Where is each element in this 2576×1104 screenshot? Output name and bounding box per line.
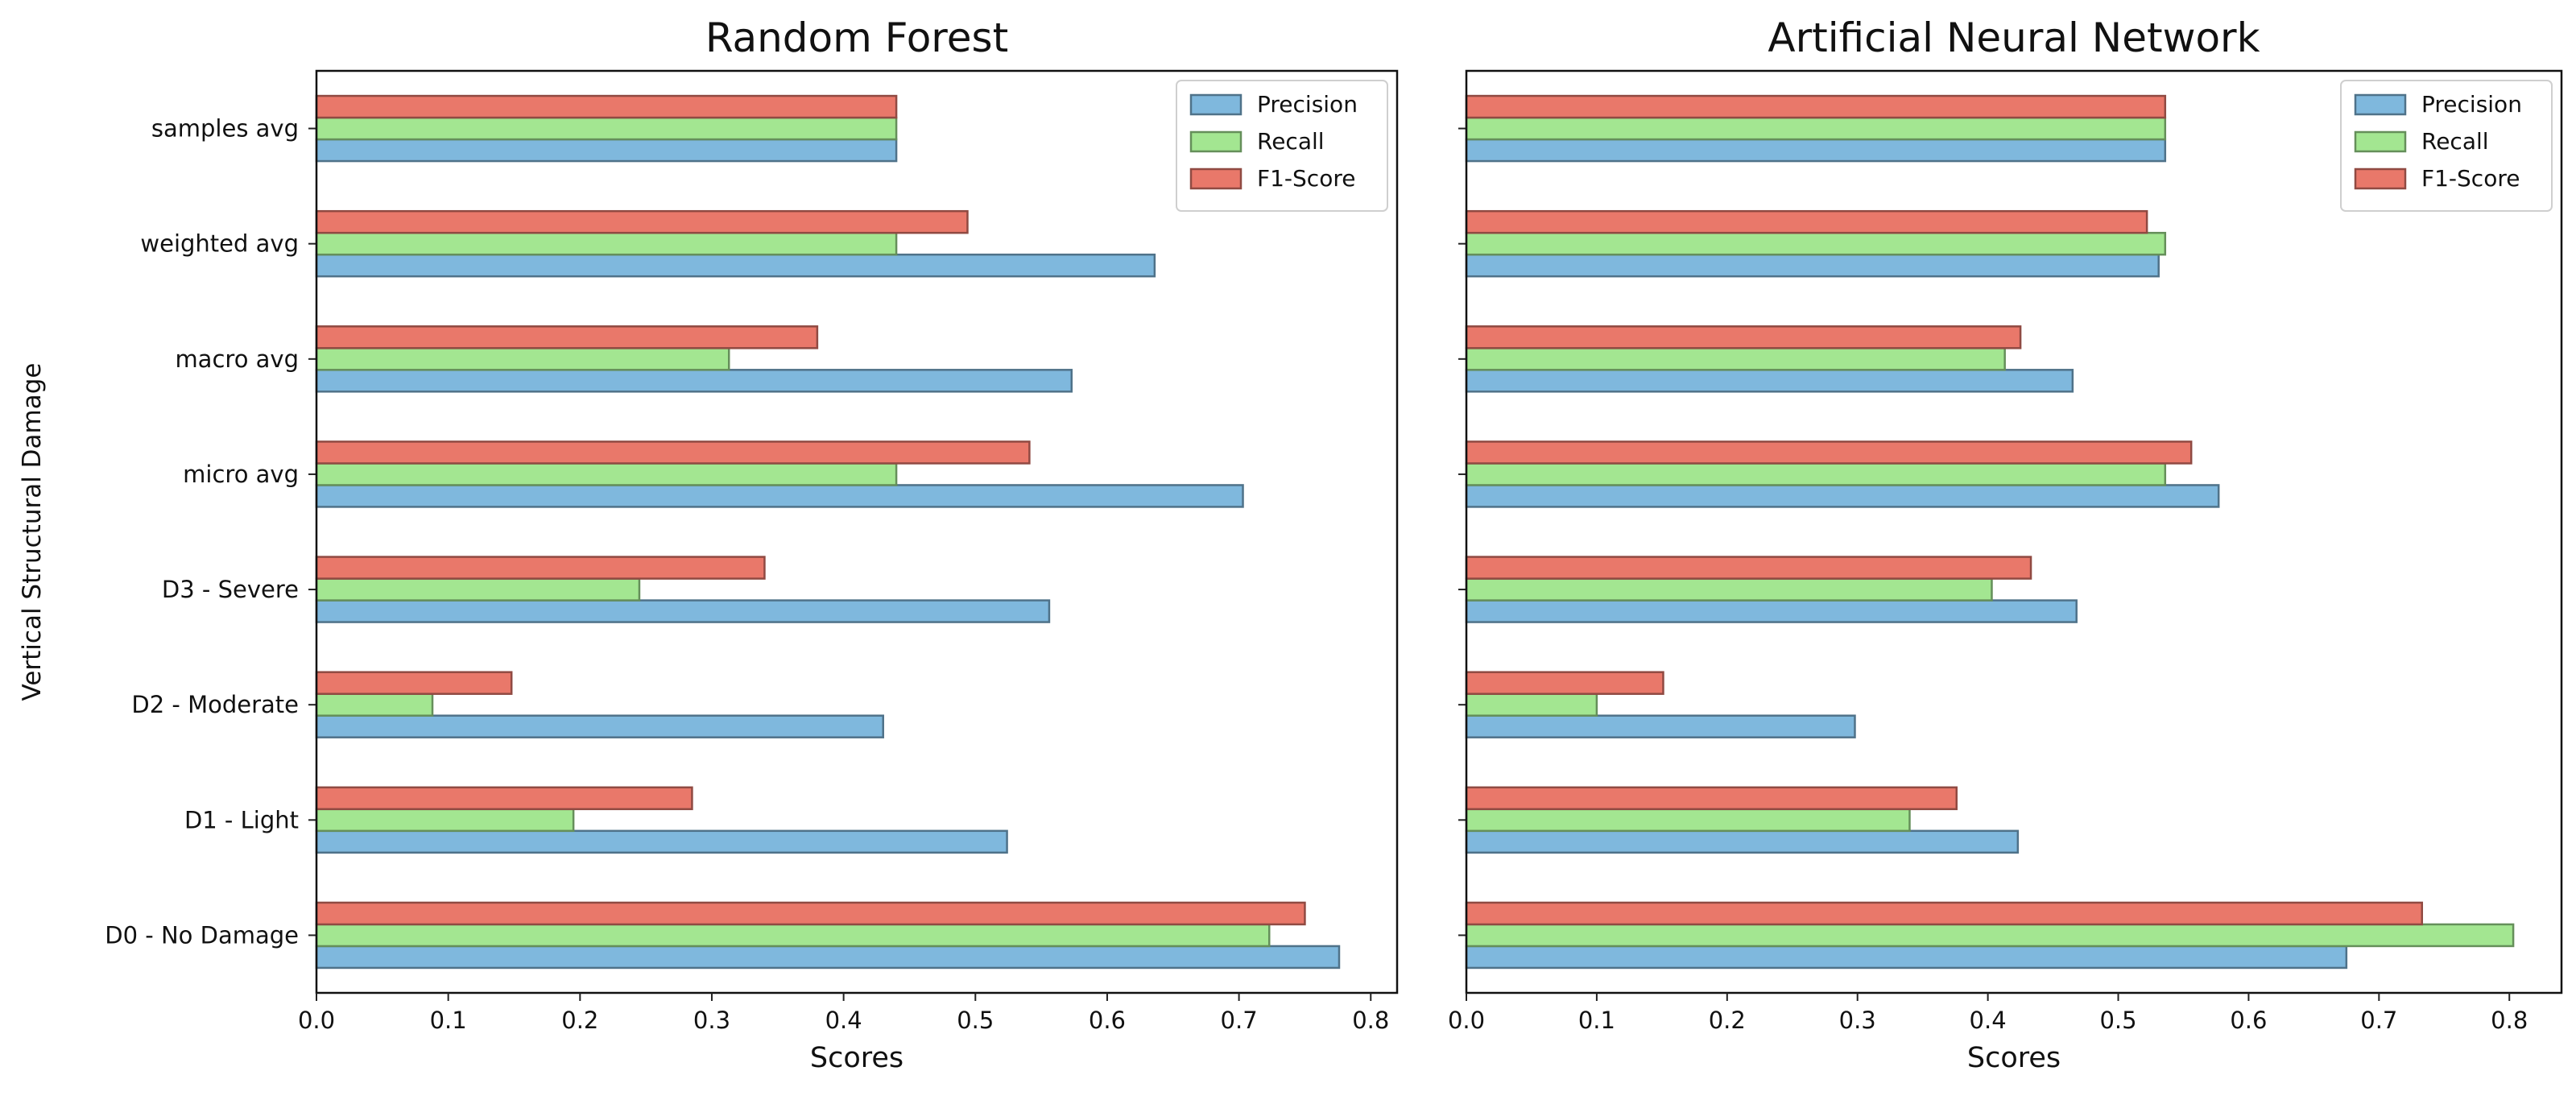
chart0-legend-swatch-f1-score bbox=[1189, 167, 1243, 190]
chart1-bar-f1-score-1 bbox=[1465, 786, 1958, 811]
chart0-bar-f1-score-2 bbox=[315, 671, 513, 695]
chart0-ytick-label-1: D1 - Light bbox=[184, 806, 299, 833]
chart1-bar-f1-score-5 bbox=[1465, 325, 2022, 349]
chart0-bar-f1-score-6 bbox=[315, 209, 969, 234]
chart0-panel: D0 - No Damage D1 - Light D2 - Moderate D3 … bbox=[18, 14, 1399, 1074]
chart0-bar-recall-6 bbox=[315, 231, 898, 256]
chart1-bar-f1-score-3 bbox=[1465, 556, 2032, 580]
chart0-ytick-label-6: weighted avg bbox=[140, 230, 299, 258]
chart0-bar-f1-score-1 bbox=[315, 786, 693, 811]
chart0-xtick-label-6: 0.6 bbox=[1089, 1007, 1126, 1034]
chart0-xtick-label-5: 0.5 bbox=[957, 1007, 994, 1034]
chart0-xtick-label-0: 0.0 bbox=[298, 1007, 335, 1034]
chart0-legend-swatch-recall bbox=[1189, 130, 1243, 153]
chart1-bar-f1-score-4 bbox=[1465, 440, 2193, 465]
chart1-bar-recall-2 bbox=[1465, 693, 1598, 717]
chart1-bar-f1-score-6 bbox=[1465, 209, 2148, 234]
chart1-xtick-label-7: 0.7 bbox=[2360, 1007, 2397, 1034]
chart1-xtick-label-6: 0.6 bbox=[2230, 1007, 2267, 1034]
chart0-xtick-label-3: 0.3 bbox=[693, 1007, 730, 1034]
chart1-axes-frame bbox=[1465, 69, 2563, 994]
chart0-ytick-label-2: D2 - Moderate bbox=[131, 691, 299, 718]
chart1-xtick-label-3: 0.3 bbox=[1839, 1007, 1876, 1034]
chart0-bar-recall-5 bbox=[315, 347, 730, 371]
chart1-legend: Precision Recall F1-Score bbox=[2340, 80, 2553, 212]
chart1-legend-swatch-recall bbox=[2354, 130, 2407, 153]
chart1-bar-recall-5 bbox=[1465, 347, 2006, 371]
chart1-bar-recall-6 bbox=[1465, 231, 2167, 256]
chart0-legend: Precision Recall F1-Score bbox=[1176, 80, 1388, 212]
chart1-panel: 0.0 0.1 0.2 0.3 0.4 0.5 0.6 0.7 0.8 Artificial Ne… bbox=[1448, 14, 2563, 1074]
chart0-legend-swatch-precision bbox=[1189, 93, 1243, 116]
chart0-bar-precision-6 bbox=[315, 253, 1156, 278]
chart1-bar-recall-1 bbox=[1465, 808, 1911, 833]
chart0-bar-precision-4 bbox=[315, 484, 1244, 508]
chart1-xtick-label-0: 0.0 bbox=[1448, 1007, 1485, 1034]
chart0-bar-precision-3 bbox=[315, 599, 1051, 623]
chart1-x-axis-label: Scores bbox=[1967, 1042, 2061, 1074]
chart0-bar-precision-1 bbox=[315, 829, 1008, 854]
chart0-ytick-label-3: D3 - Severe bbox=[162, 576, 299, 603]
chart1-bar-precision-1 bbox=[1465, 829, 2020, 854]
chart0-ytick-label-7: samples avg bbox=[151, 115, 299, 143]
chart0-xtick-label-7: 0.7 bbox=[1221, 1007, 1258, 1034]
chart1-xtick-label-8: 0.8 bbox=[2491, 1007, 2528, 1034]
chart1-legend-label-f1-score: F1-Score bbox=[2421, 165, 2520, 192]
chart1-bar-precision-5 bbox=[1465, 369, 2074, 393]
chart0-bar-f1-score-4 bbox=[315, 440, 1031, 465]
chart1-bar-precision-7 bbox=[1465, 138, 2167, 163]
chart0-x-axis-label: Scores bbox=[810, 1042, 903, 1074]
chart0-xtick-label-8: 0.8 bbox=[1352, 1007, 1389, 1034]
chart1-legend-label-recall: Recall bbox=[2421, 128, 2489, 155]
chart0-ytick-label-4: micro avg bbox=[183, 461, 299, 488]
chart0-bar-recall-2 bbox=[315, 693, 434, 717]
chart1-bar-recall-3 bbox=[1465, 577, 1993, 602]
chart1-bar-precision-6 bbox=[1465, 253, 2160, 278]
chart0-bar-f1-score-3 bbox=[315, 556, 766, 580]
chart0-bar-recall-7 bbox=[315, 116, 898, 141]
chart1-bar-precision-3 bbox=[1465, 599, 2078, 623]
chart1-xtick-label-5: 0.5 bbox=[2099, 1007, 2136, 1034]
chart1-xtick-label-4: 0.4 bbox=[1970, 1007, 2007, 1034]
chart0-bar-precision-5 bbox=[315, 369, 1073, 393]
chart0-bar-precision-7 bbox=[315, 138, 898, 163]
chart1-legend-swatch-f1-score bbox=[2354, 167, 2407, 190]
chart0-bar-recall-0 bbox=[315, 923, 1271, 948]
chart0-xtick-label-4: 0.4 bbox=[825, 1007, 862, 1034]
chart1-bar-precision-0 bbox=[1465, 945, 2348, 970]
chart0-ytick-label-0: D0 - No Damage bbox=[105, 921, 299, 949]
chart0-legend-label-f1-score: F1-Score bbox=[1257, 165, 1355, 192]
chart1-bar-recall-4 bbox=[1465, 462, 2167, 486]
chart0-bar-recall-4 bbox=[315, 462, 898, 486]
chart1-legend-swatch-precision bbox=[2354, 93, 2407, 116]
chart1-bar-f1-score-2 bbox=[1465, 671, 1664, 695]
chart1-title: Artificial Neural Network bbox=[1768, 14, 2260, 61]
chart0-bar-f1-score-0 bbox=[315, 901, 1306, 926]
chart0-bar-precision-0 bbox=[315, 945, 1341, 970]
chart1-bar-f1-score-7 bbox=[1465, 94, 2167, 119]
chart1-xtick-label-2: 0.2 bbox=[1709, 1007, 1746, 1034]
chart1-bar-precision-4 bbox=[1465, 484, 2220, 508]
chart1-legend-label-precision: Precision bbox=[2421, 91, 2522, 118]
chart0-xtick-label-2: 0.2 bbox=[561, 1007, 598, 1034]
chart0-bar-recall-3 bbox=[315, 577, 641, 602]
chart1-bar-precision-2 bbox=[1465, 714, 1856, 738]
chart0-bar-precision-2 bbox=[315, 714, 884, 738]
chart0-axes-frame bbox=[315, 69, 1399, 994]
chart0-legend-label-recall: Recall bbox=[1257, 128, 1325, 155]
chart0-legend-label-precision: Precision bbox=[1257, 91, 1358, 118]
chart0-bar-f1-score-5 bbox=[315, 325, 819, 349]
chart0-y-axis-label: Vertical Structural Damage bbox=[18, 363, 47, 701]
chart0-bar-recall-1 bbox=[315, 808, 575, 833]
chart0-ytick-label-5: macro avg bbox=[175, 345, 299, 373]
chart0-xtick-label-1: 0.1 bbox=[430, 1007, 467, 1034]
chart0-title: Random Forest bbox=[705, 14, 1008, 61]
chart0-bar-f1-score-7 bbox=[315, 94, 898, 119]
chart1-bar-f1-score-0 bbox=[1465, 901, 2424, 926]
chart1-bar-recall-0 bbox=[1465, 923, 2515, 948]
chart1-xtick-label-1: 0.1 bbox=[1578, 1007, 1615, 1034]
chart1-bar-recall-7 bbox=[1465, 116, 2167, 141]
